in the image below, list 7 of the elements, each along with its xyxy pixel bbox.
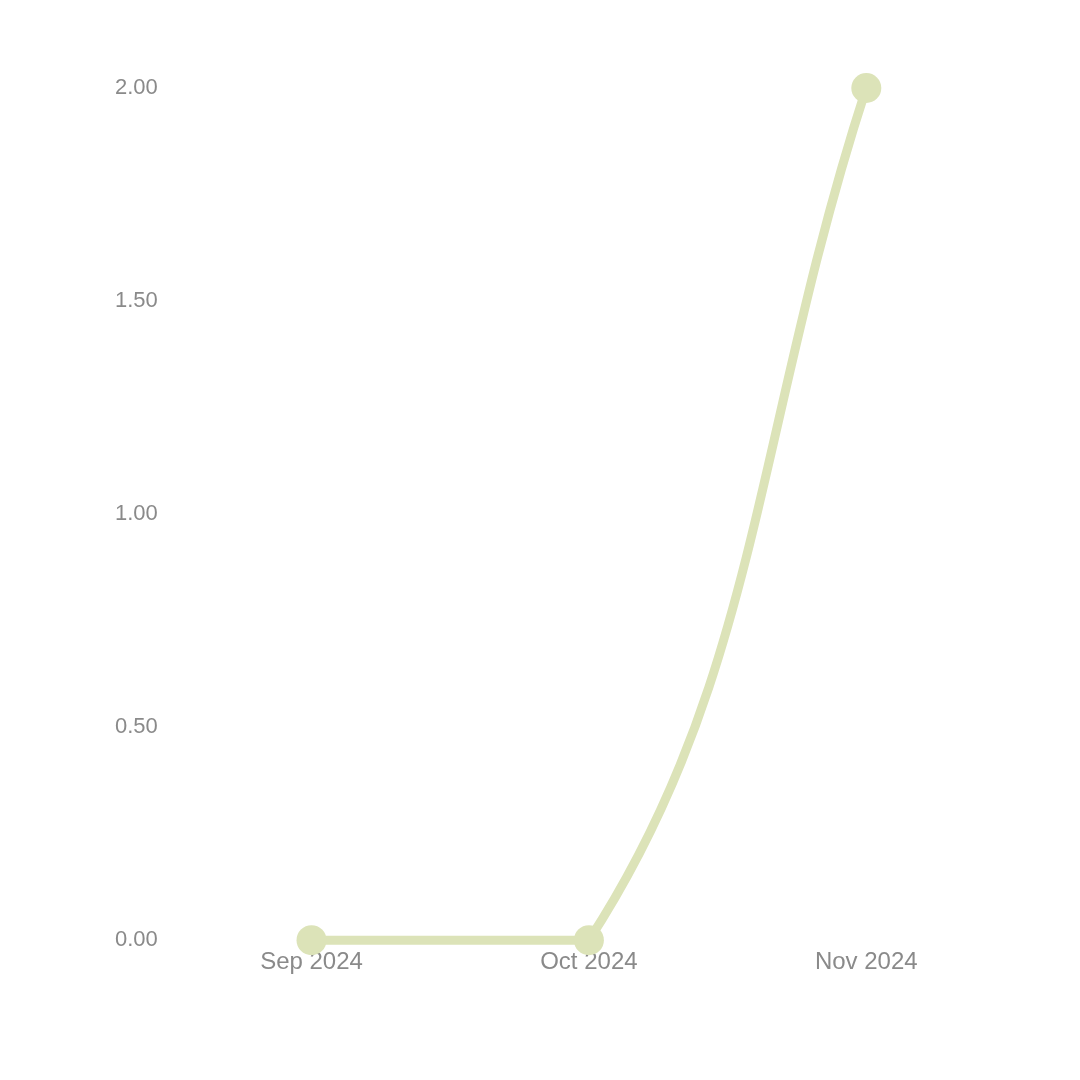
y-tick-label: 1.50	[114, 287, 158, 313]
y-tick-label: 2.00	[114, 74, 158, 100]
x-tick-label: Sep 2024	[260, 947, 363, 975]
y-tick-label: 1.00	[114, 500, 158, 526]
x-tick-label: Nov 2024	[814, 947, 918, 975]
y-tick-label: 0.50	[114, 713, 158, 739]
y-tick-label: 0.00	[114, 926, 158, 952]
